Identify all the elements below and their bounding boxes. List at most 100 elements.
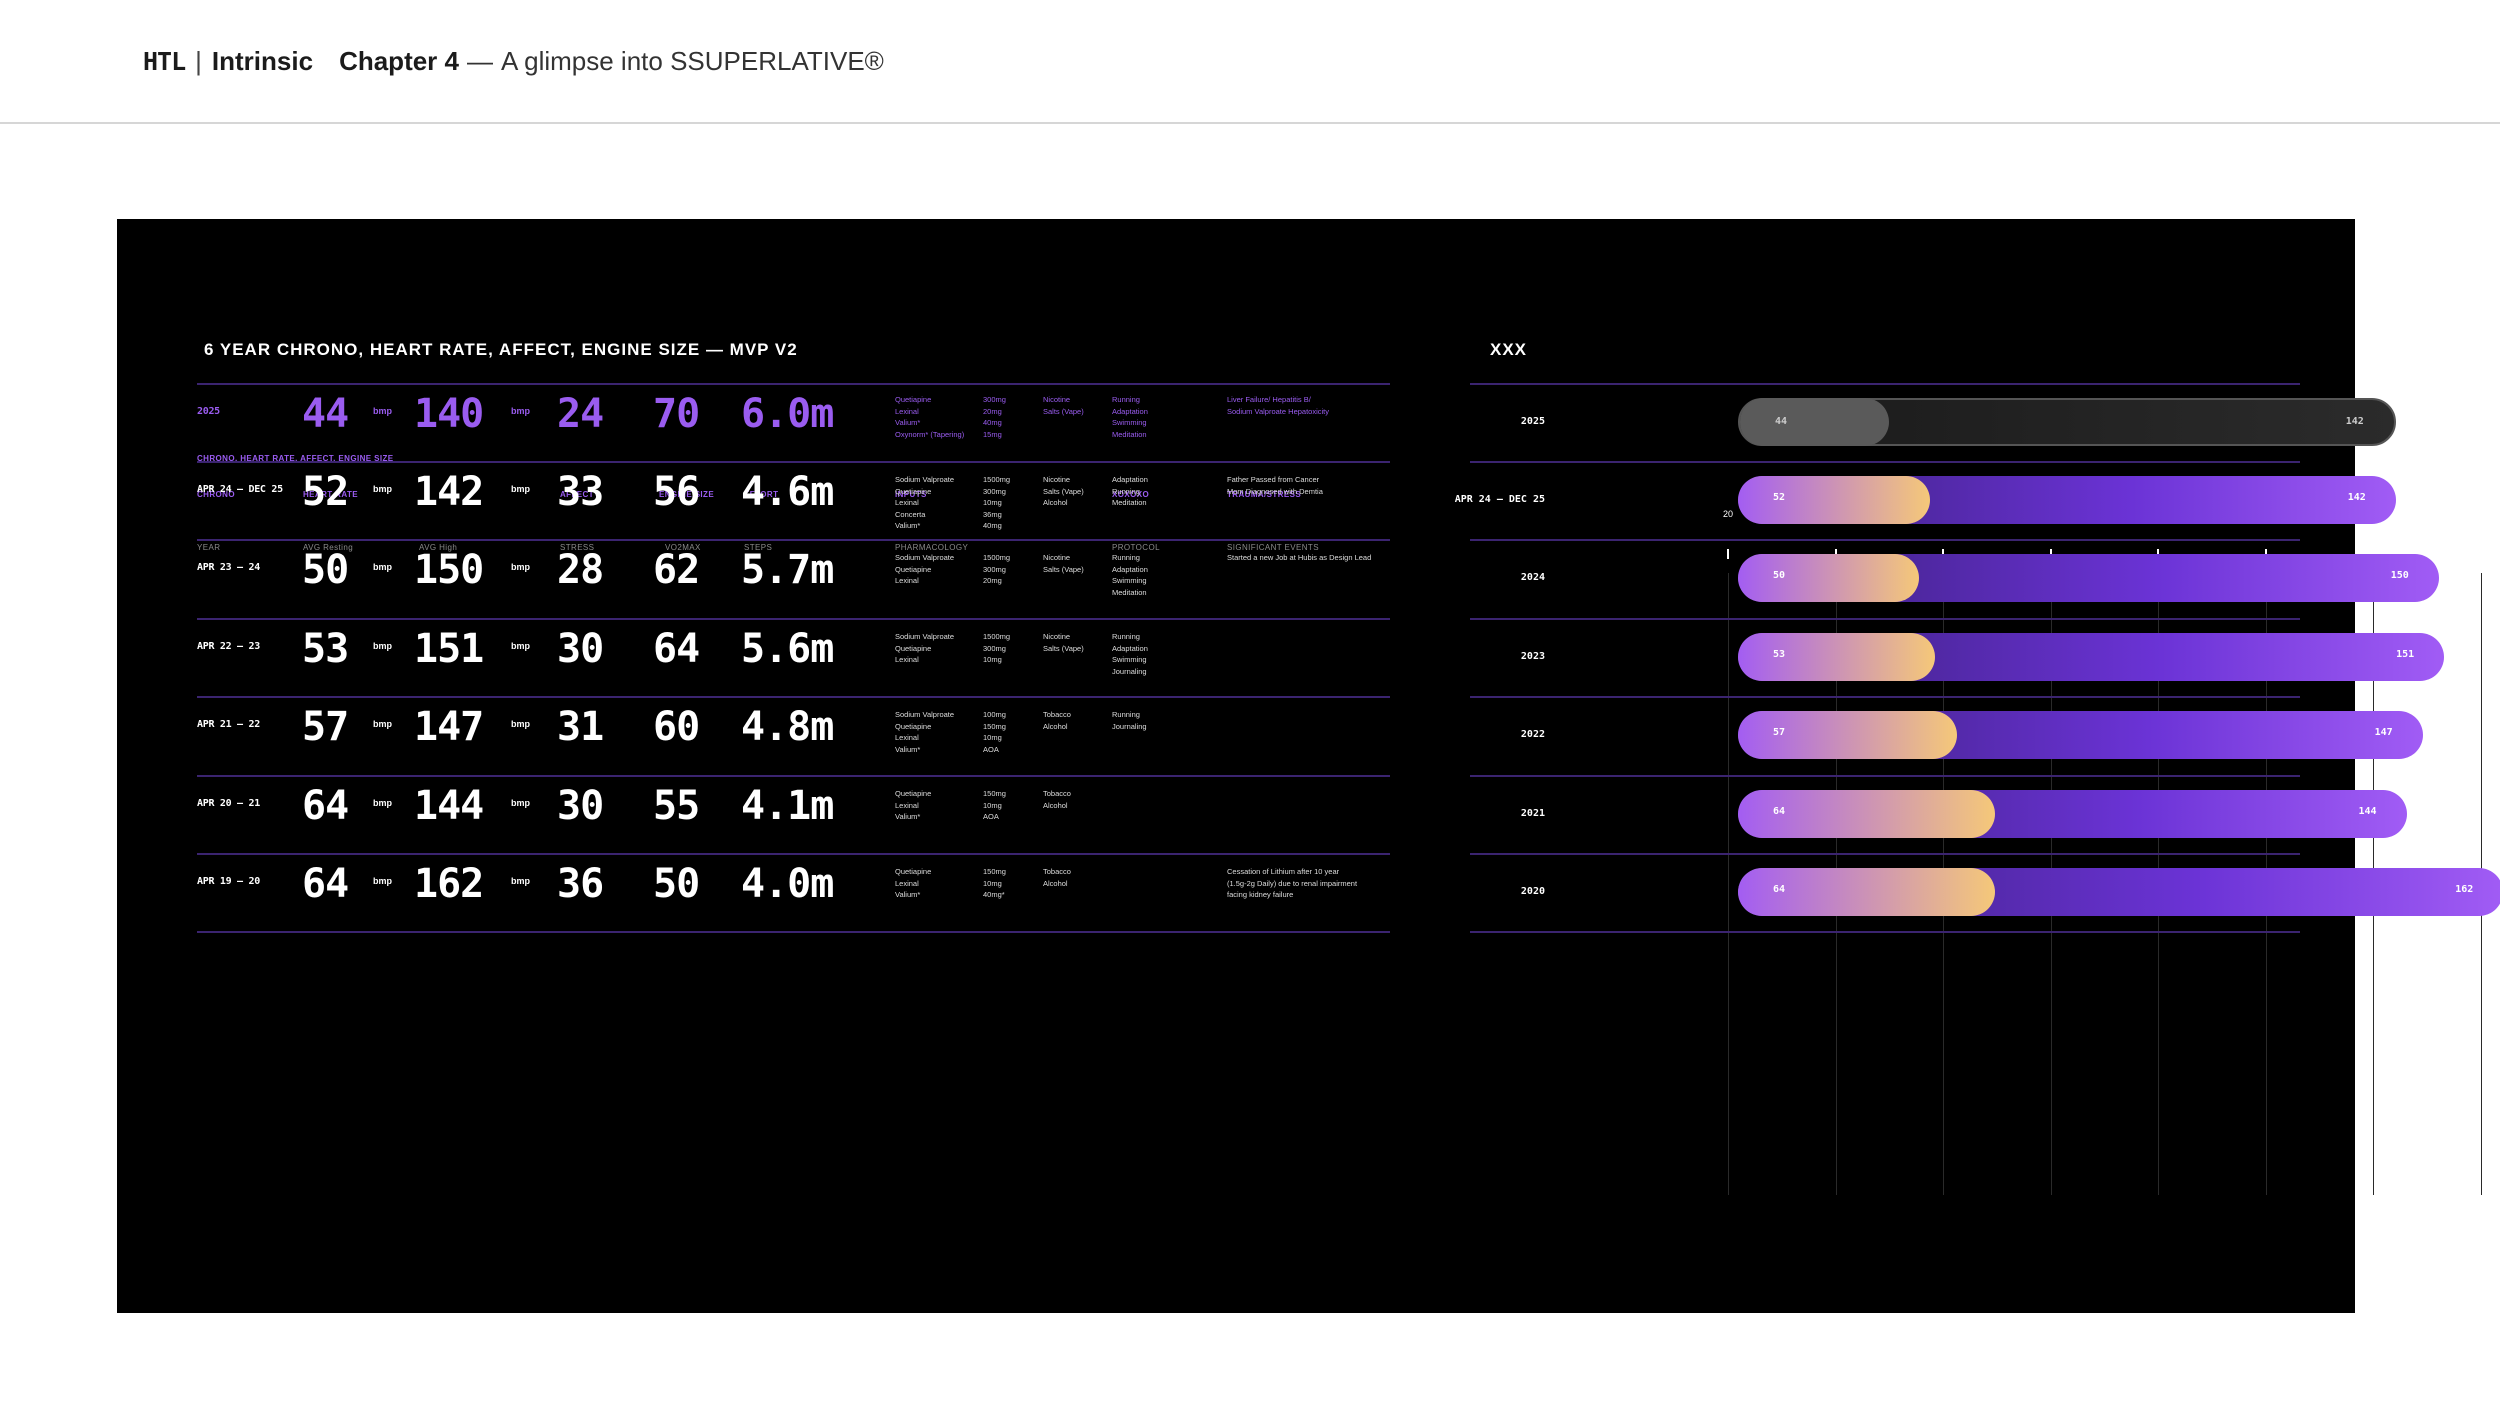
resting-unit: bmp <box>373 641 392 651</box>
bar-low-label: 64 <box>1773 806 1786 817</box>
avg-resting-value: 50 <box>302 547 349 593</box>
header-inputs: INPUTS <box>895 490 927 499</box>
steps-value: 4.0m <box>741 861 834 907</box>
table-row[interactable]: APR 19 – 20 64 bmp 162 bmp 36 50 4.0m Quetiapine… <box>117 854 1397 932</box>
resting-bar-segment <box>1738 868 1995 916</box>
range-bar[interactable]: 64 144 <box>1738 790 2407 838</box>
pharmacology-doses: 1500mg 300mg 10mg 36mg 40mg <box>983 475 1011 530</box>
bar-category-label: 2021 <box>1520 808 1545 819</box>
subheader-steps: STEPS <box>744 543 773 552</box>
high-unit: bmp <box>511 876 530 886</box>
header-effort: EFFORT <box>744 490 779 499</box>
row-divider <box>197 853 1390 855</box>
range-bar[interactable]: 57 147 <box>1738 711 2423 759</box>
resting-bar-segment <box>1738 711 1957 759</box>
header-xoxoxo: XOXOXO <box>1112 490 1150 499</box>
high-unit: bmp <box>511 562 530 572</box>
x-tick-mark <box>1727 549 1729 559</box>
range-bar[interactable]: 50 150 <box>1738 554 2439 602</box>
avg-resting-value: 64 <box>302 783 349 829</box>
bar-high-label: 142 <box>2345 416 2364 427</box>
avg-high-value: 162 <box>414 861 484 907</box>
bar-high-label: 150 <box>2390 570 2409 581</box>
table-row[interactable]: APR 22 – 23 53 bmp 151 bmp 30 64 5.6m Sodium Val… <box>117 619 1397 697</box>
pharmacology-doses: 1500mg 300mg 10mg <box>983 632 1011 664</box>
row-divider <box>1470 461 2300 463</box>
avg-resting-value: 44 <box>302 391 349 437</box>
table-row[interactable]: APR 20 – 21 64 bmp 144 bmp 30 55 4.1m Quetiapine… <box>117 776 1397 854</box>
pharmacology-drugs: Sodium Valproate Quetiapine Lexinal <box>895 553 955 585</box>
significant-events: Liver Failure/ Hepatitis B/ Sodium Valpr… <box>1227 395 1329 416</box>
bar-low-label: 53 <box>1773 649 1786 660</box>
resting-bar-segment <box>1738 633 1936 681</box>
row-divider <box>1470 931 2300 933</box>
avg-high-value: 140 <box>414 391 484 437</box>
pharmacology-doses: 300mg 20mg 40mg 15mg <box>983 395 1006 439</box>
bar-category-label: 2024 <box>1520 572 1545 583</box>
vo2max-value: 56 <box>653 469 700 515</box>
stress-value: 28 <box>557 547 604 593</box>
range-bar[interactable]: 44 142 <box>1738 398 2396 446</box>
stress-value: 33 <box>557 469 604 515</box>
table-row[interactable]: 2025 44 bmp 140 bmp 24 70 6.0m Quetiapine Lexina… <box>117 384 1397 462</box>
row-divider <box>197 461 1390 463</box>
avg-resting-value: 57 <box>302 704 349 750</box>
row-divider <box>197 775 1390 777</box>
vo2max-value: 50 <box>653 861 700 907</box>
row-year: APR 19 – 20 <box>197 876 260 887</box>
avg-resting-value: 52 <box>302 469 349 515</box>
row-divider <box>1470 775 2300 777</box>
subheader-avg-resting: AVG Resting <box>303 543 354 552</box>
chart-title: XXX <box>1490 340 1528 359</box>
brand-header: HTL | Intrinsic Chapter 4 — A glimpse in… <box>143 46 884 77</box>
other-inputs: Tobacco Alcohol <box>1043 710 1071 731</box>
resting-unit: bmp <box>373 562 392 572</box>
header-affect: AFFECT <box>560 490 594 499</box>
avg-resting-value: 53 <box>302 626 349 672</box>
steps-value: 5.6m <box>741 626 834 672</box>
row-divider <box>1470 383 2300 385</box>
row-divider <box>1470 618 2300 620</box>
steps-value: 5.7m <box>741 547 834 593</box>
range-bar[interactable]: 52 142 <box>1738 476 2396 524</box>
stress-value: 36 <box>557 861 604 907</box>
subheader-vo2max: VO2MAX <box>665 543 701 552</box>
vo2max-value: 55 <box>653 783 700 829</box>
table-row[interactable]: APR 21 – 22 57 bmp 147 bmp 31 60 4.8m Sodium Val… <box>117 697 1397 775</box>
bar-high-label: 151 <box>2396 649 2415 660</box>
vo2max-value: 60 <box>653 704 700 750</box>
bar-high-label: 162 <box>2455 884 2474 895</box>
table-row[interactable]: APR 24 – DEC 25 52 bmp 142 bmp 33 56 4.6m Sodium… <box>117 462 1397 540</box>
row-divider <box>197 539 1390 541</box>
avg-high-value: 142 <box>414 469 484 515</box>
x-tick-mark <box>2479 549 2482 559</box>
chapter-subtitle: A glimpse into SSUPERLATIVE® <box>500 46 884 76</box>
pharmacology-drugs: Quetiapine Lexinal Valium* <box>895 867 932 899</box>
avg-resting-value: 64 <box>302 861 349 907</box>
pharmacology-drugs: Quetiapine Lexinal Valium* <box>895 789 932 821</box>
row-year: APR 23 – 24 <box>197 562 260 573</box>
table-row[interactable]: APR 23 – 24 50 bmp 150 bmp 28 62 5.7m Sodium Val… <box>117 540 1397 618</box>
header-heart-rate: HEART RATE <box>303 490 358 499</box>
significant-events: Father Passed from Cancer Mom Diagnosed … <box>1227 475 1323 496</box>
row-year: APR 24 – DEC 25 <box>197 484 283 495</box>
stress-value: 31 <box>557 704 604 750</box>
other-inputs: Tobacco Alcohol <box>1043 789 1071 810</box>
row-divider <box>1470 696 2300 698</box>
other-inputs: Tobacco Alcohol <box>1043 867 1071 888</box>
steps-value: 4.6m <box>741 469 834 515</box>
table-caption: CHRONO, HEART RATE, AFFECT, ENGINE SIZE <box>197 454 394 463</box>
htl-logo[interactable]: HTL <box>143 47 186 76</box>
subheader-events: SIGNIFICANT EVENTS <box>1227 543 1319 552</box>
pharmacology-drugs: Sodium Valproate Quetiapine Lexinal Vali… <box>895 710 955 754</box>
resting-bar-segment <box>1738 554 1920 602</box>
significant-events: Cessation of Lithium after 10 year (1.5g… <box>1227 867 1358 899</box>
range-bar[interactable]: 64 162 <box>1738 868 2500 916</box>
resting-unit: bmp <box>373 484 392 494</box>
bar-low-label: 44 <box>1775 416 1788 427</box>
brand-name[interactable]: Intrinsic <box>211 46 314 76</box>
high-unit: bmp <box>511 406 530 416</box>
row-divider <box>1470 539 2300 541</box>
range-bar[interactable]: 53 151 <box>1738 633 2445 681</box>
bar-category-label: 2025 <box>1520 416 1545 427</box>
